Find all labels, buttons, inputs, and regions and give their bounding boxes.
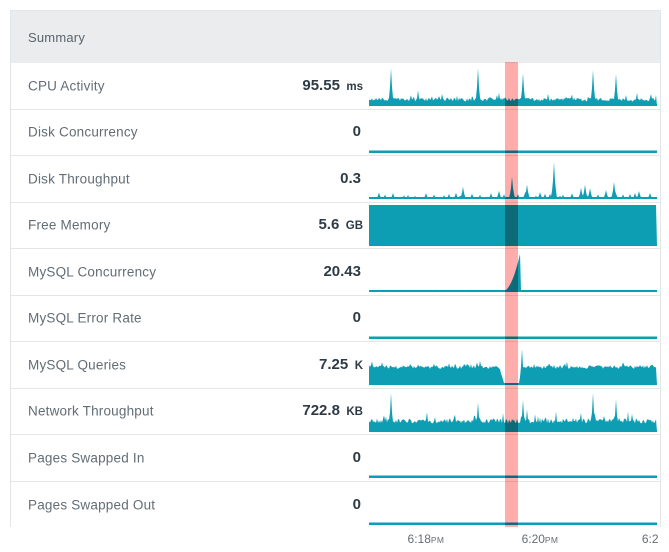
- time-axis: 6:18PM 6:20PM 6:2: [0, 527, 669, 552]
- metric-rows: CPU Activity 95.55 ms Disk Concurrency 0…: [11, 63, 660, 528]
- summary-panel: Summary CPU Activity 95.55 ms Disk Concu…: [10, 10, 661, 529]
- metric-label: Pages Swapped Out: [28, 497, 156, 513]
- metric-value-number: 0: [352, 309, 361, 327]
- panel-title: Summary: [28, 29, 86, 45]
- metric-label: Network Throughput: [28, 403, 154, 419]
- metric-value-number: 0: [352, 495, 361, 513]
- metric-value: 722.8 KB: [302, 402, 363, 420]
- time-tick-label: 6:20PM: [521, 532, 559, 546]
- metric-row[interactable]: Pages Swapped In 0: [11, 435, 660, 482]
- metric-row[interactable]: Disk Concurrency 0: [11, 109, 660, 156]
- panel-header: Summary: [11, 11, 660, 63]
- metric-row[interactable]: MySQL Concurrency 20.43: [11, 249, 660, 296]
- metric-value-unit: KB: [346, 406, 363, 419]
- metric-label: Pages Swapped In: [28, 450, 145, 466]
- metric-row[interactable]: MySQL Queries 7.25 K: [11, 342, 660, 389]
- metric-value: 0: [353, 123, 363, 141]
- metric-label: Free Memory: [28, 217, 111, 233]
- metric-value-number: 20.43: [323, 262, 361, 280]
- metric-row[interactable]: Network Throughput 722.8 KB: [11, 388, 660, 435]
- metric-value-number: 5.6: [318, 216, 340, 234]
- metric-value: 0: [353, 449, 363, 467]
- metric-value-number: 0.3: [340, 169, 361, 187]
- metric-value-number: 95.55: [302, 76, 340, 94]
- metric-value: 5.6 GB: [318, 216, 363, 234]
- time-tick-meridiem: PM: [430, 535, 445, 545]
- metric-label: MySQL Queries: [28, 357, 127, 373]
- metric-value: 20.43: [323, 263, 363, 281]
- metric-row[interactable]: MySQL Error Rate 0: [11, 295, 660, 342]
- metric-value-number: 0: [352, 123, 361, 141]
- metric-value: 95.55 ms: [302, 77, 363, 95]
- metric-label: MySQL Concurrency: [28, 264, 157, 280]
- metric-value: 0: [353, 309, 363, 327]
- metric-label: MySQL Error Rate: [28, 310, 142, 326]
- metric-label: Disk Throughput: [28, 171, 130, 187]
- time-tick-label: 6:2: [641, 532, 659, 546]
- metric-value: 0.3: [340, 170, 363, 188]
- time-tick-meridiem: PM: [544, 535, 559, 545]
- time-tick-label: 6:18PM: [407, 532, 445, 546]
- time-selection-band[interactable]: [505, 62, 518, 527]
- metric-value: 0: [353, 496, 363, 514]
- metric-label: Disk Concurrency: [28, 124, 138, 140]
- metric-row[interactable]: Disk Throughput 0.3: [11, 156, 660, 203]
- metric-value-unit: GB: [345, 220, 363, 233]
- metric-value-unit: ms: [346, 80, 363, 93]
- metric-label: CPU Activity: [28, 78, 105, 94]
- metric-value-number: 7.25: [319, 355, 349, 373]
- metric-value: 7.25 K: [319, 356, 363, 374]
- metric-value-number: 0: [352, 448, 361, 466]
- metric-value-unit: K: [354, 359, 363, 372]
- metric-row[interactable]: CPU Activity 95.55 ms: [11, 63, 660, 110]
- metric-value-number: 722.8: [302, 402, 340, 420]
- metric-row[interactable]: Free Memory 5.6 GB: [11, 202, 660, 249]
- metric-row[interactable]: Pages Swapped Out 0: [11, 481, 660, 528]
